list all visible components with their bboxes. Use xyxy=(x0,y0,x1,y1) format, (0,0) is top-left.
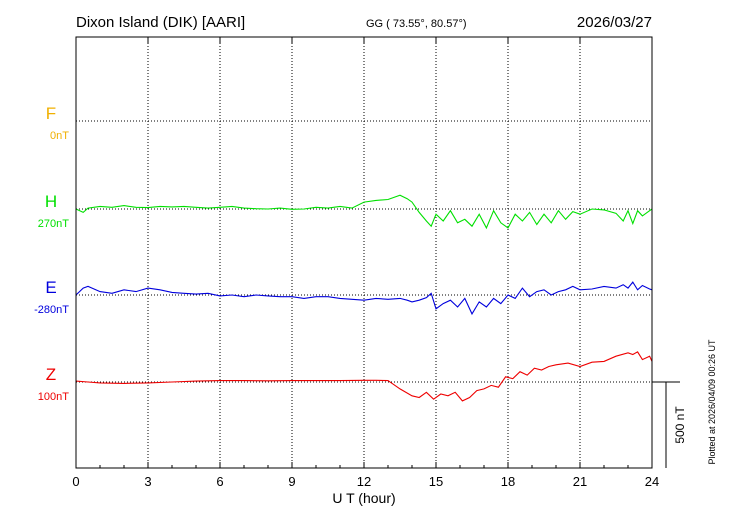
series-labels: F 0nT H 270nT E -280nT Z 100nT xyxy=(34,104,69,403)
series-name-e: E xyxy=(45,278,56,297)
series-offset-e: -280nT xyxy=(34,304,69,316)
x-axis-label: U T (hour) xyxy=(332,490,395,506)
series-line-z xyxy=(75,351,653,402)
x-tick-label: 6 xyxy=(216,474,223,489)
series-offset-h: 270nT xyxy=(38,218,69,230)
series-offset-f: 0nT xyxy=(50,130,69,142)
series-line-e xyxy=(75,281,653,316)
x-tick-label: 9 xyxy=(288,474,295,489)
x-tick-label: 0 xyxy=(72,474,79,489)
scale-bar-label: 500 nT xyxy=(673,406,687,444)
series-lines xyxy=(75,194,653,402)
x-tick-label: 21 xyxy=(573,474,587,489)
grid xyxy=(76,37,652,468)
x-tick-label: 3 xyxy=(144,474,151,489)
x-tick-label: 15 xyxy=(429,474,443,489)
station-title: Dixon Island (DIK) [AARI] xyxy=(76,14,245,31)
scale-bar: 500 nT xyxy=(652,381,687,468)
x-tick-label: 12 xyxy=(357,474,371,489)
plot-date: 2026/03/27 xyxy=(577,14,652,31)
series-name-h: H xyxy=(45,192,57,211)
plotted-timestamp: Plotted at 2026/04/09 00:26 UT xyxy=(707,339,717,465)
x-tick-label: 18 xyxy=(501,474,515,489)
x-tick-label: 24 xyxy=(645,474,659,489)
series-name-f: F xyxy=(46,104,56,123)
series-name-z: Z xyxy=(46,365,56,384)
station-coordinates: GG ( 73.55°, 80.57°) xyxy=(366,18,467,30)
x-axis: 0 3 6 9 12 15 18 21 24 xyxy=(72,37,659,489)
series-line-h xyxy=(75,194,653,230)
series-offset-z: 100nT xyxy=(38,391,69,403)
